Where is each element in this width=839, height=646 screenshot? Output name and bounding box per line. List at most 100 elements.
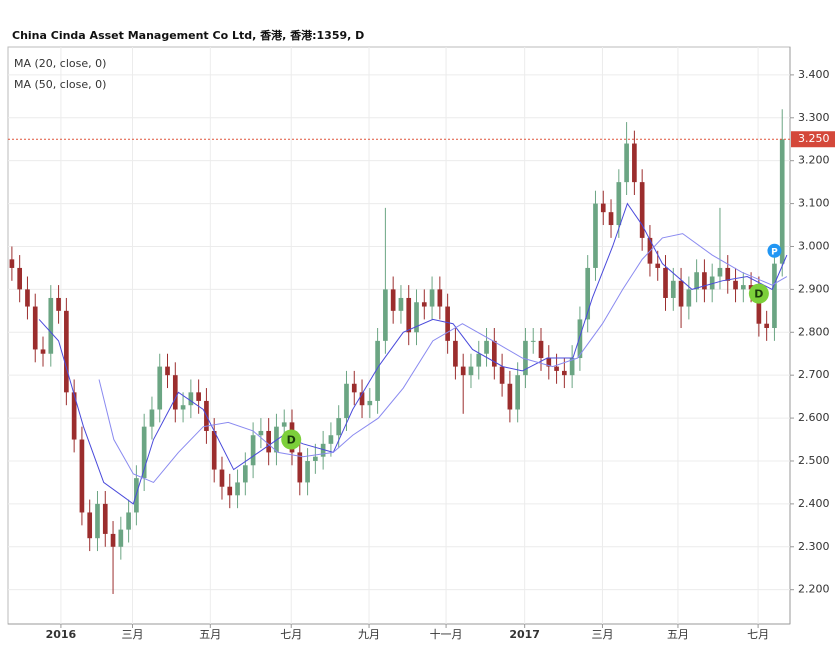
y-tick-label: 2.700 [798,368,830,381]
candle-body [359,392,365,406]
event-label: D [754,288,763,301]
last-price-label: 3.250 [798,132,830,145]
candle-body [569,358,575,376]
candle-body [717,267,723,277]
candle-body [32,306,38,350]
candle-body [211,430,217,470]
candle-body [25,289,30,307]
candle-body [118,529,124,547]
candle-body [616,182,622,226]
event-label: P [771,247,778,257]
candle-body [71,392,77,440]
candle-body [702,272,707,290]
candle-body [686,289,692,307]
candle-body [56,297,61,311]
candle-body [562,370,567,376]
candle-body [530,340,536,342]
candle-body [79,439,85,513]
candle-body [437,289,443,307]
candle-body [305,460,310,483]
candle-body [772,263,777,328]
candle-body [764,323,769,328]
candle-body [406,297,412,333]
candle-body [600,203,606,213]
y-tick-label: 2.400 [798,497,830,510]
candle-body [421,302,427,307]
candle-body [180,405,186,410]
candle-body [219,469,225,487]
legend-entry: MA (50, close, 0) [14,78,106,91]
candle-body [779,139,785,264]
candle-body [670,280,676,298]
candle-body [188,392,194,406]
y-tick-label: 3.400 [798,68,830,81]
candle-body [484,340,489,354]
candle-body [554,366,559,371]
candle-body [740,285,746,290]
candle-body [351,383,357,393]
candle-body [375,340,380,401]
candle-body [624,143,629,183]
y-tick-label: 2.800 [798,325,830,338]
candle-body [507,383,513,410]
x-tick-label: 2017 [509,628,540,641]
candle-body [632,143,637,183]
candle-body [709,276,715,290]
candle-body [266,430,272,453]
y-tick-label: 2.600 [798,411,830,424]
candle-body [157,366,163,410]
candle-body [313,456,318,461]
x-tick-label: 五月 [667,628,689,641]
candle-body [453,340,458,367]
candle-body [165,366,170,376]
candle-body [64,310,69,393]
candle-body [585,267,591,320]
candle-body [476,353,482,367]
y-tick-label: 2.200 [798,583,830,596]
x-tick-label: 七月 [747,628,769,641]
candle-body [499,366,505,384]
chart-title: China Cinda Asset Management Co Ltd, 香港,… [12,28,364,42]
candle-body [523,340,528,376]
ma-line [38,202,788,505]
candle-body [678,280,684,307]
candle-body [258,430,264,436]
candle-body [445,306,450,341]
candle-body [491,340,497,367]
candle-body [546,358,552,367]
x-tick-label: 三月 [121,628,143,641]
y-tick-label: 3.000 [798,239,830,252]
candle-body [297,452,303,483]
candle-body [328,435,334,444]
candle-body [172,375,178,410]
x-tick-label: 九月 [358,628,380,641]
candle-body [149,409,155,427]
candle-body [141,426,147,479]
candle-body [748,285,754,290]
candle-body [663,267,668,298]
event-label: D [287,434,296,447]
last-price-box [791,131,835,148]
candle-body [733,280,738,290]
candle-body [515,375,520,410]
x-tick-label: 2016 [46,628,77,641]
legend-entry: MA (20, close, 0) [14,57,106,70]
candle-body [429,289,435,307]
candle-body [102,503,108,534]
x-tick-label: 十一月 [430,627,463,641]
event-marker [748,283,769,304]
y-tick-label: 3.100 [798,197,830,210]
candle-body [250,435,256,466]
y-tick-label: 3.200 [798,154,830,167]
candle-body [694,272,699,290]
event-marker [767,243,782,258]
candle-body [48,297,54,354]
candle-body [390,289,396,311]
candle-body [639,182,645,238]
candle-body [40,349,46,354]
candle-body [336,418,342,436]
candle-body [110,533,116,547]
candle-body [538,340,544,359]
